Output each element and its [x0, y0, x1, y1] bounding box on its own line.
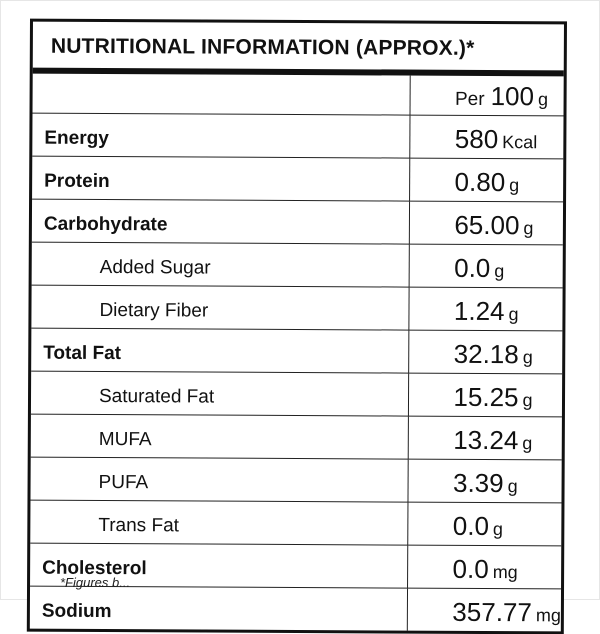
- table-row: Trans Fat 0.0 g: [30, 500, 562, 546]
- nutrition-panel: NUTRITIONAL INFORMATION (APPROX.)* Per 10…: [26, 18, 567, 634]
- table-row: Dietary Fiber 1.24 g: [31, 285, 563, 331]
- nutrient-unit: g: [523, 218, 534, 239]
- nutrient-unit: g: [509, 175, 520, 196]
- nutrient-name: Sodium: [29, 586, 408, 631]
- nutrient-unit: g: [508, 304, 519, 325]
- nutrient-name: Carbohydrate: [31, 199, 411, 245]
- nutrient-name: Energy: [32, 113, 411, 159]
- per-label: Per: [454, 88, 485, 110]
- nutrient-amount-cell: 15.25 g: [408, 373, 563, 417]
- nutrient-unit: mg: [535, 605, 561, 626]
- footnote: *Figures b...: [60, 575, 131, 590]
- nutrient-unit: g: [522, 390, 533, 411]
- nutrient-value: 15.25: [453, 381, 519, 413]
- nutrient-name: Protein: [32, 156, 411, 202]
- nutrient-value: 13.24: [453, 424, 519, 456]
- nutrient-unit: g: [522, 433, 533, 454]
- nutrition-table: Per 100 g Energy 580 Kcal Protein 0.80 g Carbohy…: [29, 73, 564, 632]
- nutrient-value: 0.0: [452, 510, 490, 542]
- nutrient-amount-cell: 580 Kcal: [410, 115, 564, 159]
- table-row: PUFA 3.39 g: [30, 457, 562, 503]
- nutrient-name: Total Fat: [31, 328, 410, 374]
- nutrient-unit: Kcal: [502, 132, 538, 153]
- nutrient-amount-cell: 0.0 mg: [407, 545, 562, 589]
- table-row: Added Sugar 0.0 g: [31, 242, 563, 288]
- table-row: Energy 580 Kcal: [32, 113, 564, 159]
- nutrient-unit: g: [492, 519, 504, 540]
- nutrient-amount-cell: 65.00 g: [409, 201, 564, 245]
- nutrient-amount-cell: 0.0 g: [408, 502, 562, 546]
- nutrient-value: 0.80: [454, 166, 506, 198]
- header-blank-cell: [32, 73, 411, 116]
- nutrient-unit: g: [522, 347, 533, 368]
- nutrient-value: 0.0: [454, 252, 491, 284]
- nutrient-name: Saturated Fat: [30, 371, 410, 417]
- nutrient-unit: g: [494, 261, 505, 282]
- nutrient-value: 357.77: [452, 596, 532, 628]
- table-row: Sodium 357.77 mg: [29, 586, 562, 632]
- nutrient-name: MUFA: [30, 414, 409, 460]
- table-row: Total Fat 32.18 g: [31, 328, 563, 374]
- table-row: Protein 0.80 g: [32, 156, 564, 202]
- table-row: Carbohydrate 65.00 g: [31, 199, 564, 245]
- nutrient-unit: mg: [492, 562, 518, 583]
- nutrient-value: 580: [454, 123, 499, 155]
- table-row: Saturated Fat 15.25 g: [30, 371, 563, 417]
- nutrient-name: Trans Fat: [30, 500, 409, 546]
- nutrient-amount-cell: 3.39 g: [408, 459, 562, 503]
- nutrient-amount-cell: 1.24 g: [409, 287, 563, 331]
- nutrient-value: 1.24: [453, 295, 505, 327]
- table-row: MUFA 13.24 g: [30, 414, 562, 460]
- table-header-row: Per 100 g: [32, 73, 564, 116]
- nutrient-amount-cell: 357.77 mg: [407, 588, 562, 632]
- nutrient-unit: g: [507, 476, 518, 497]
- per-unit: g: [537, 89, 549, 110]
- per-amount: 100: [490, 81, 535, 112]
- nutrient-amount-cell: 0.80 g: [410, 158, 564, 202]
- nutrient-value: 0.0: [452, 553, 489, 585]
- nutrient-value: 3.39: [452, 467, 504, 499]
- nutrient-name: Dietary Fiber: [31, 285, 410, 331]
- panel-title: NUTRITIONAL INFORMATION (APPROX.)*: [32, 21, 564, 77]
- nutrient-amount-cell: 13.24 g: [408, 416, 562, 460]
- nutrient-name: Added Sugar: [31, 242, 410, 288]
- nutrient-value: 32.18: [453, 338, 519, 370]
- per-serving-cell: Per 100 g: [410, 75, 564, 116]
- nutrient-name: PUFA: [30, 457, 409, 503]
- nutrient-amount-cell: 0.0 g: [409, 244, 563, 288]
- nutrient-value: 65.00: [454, 209, 520, 241]
- nutrient-amount-cell: 32.18 g: [409, 330, 563, 374]
